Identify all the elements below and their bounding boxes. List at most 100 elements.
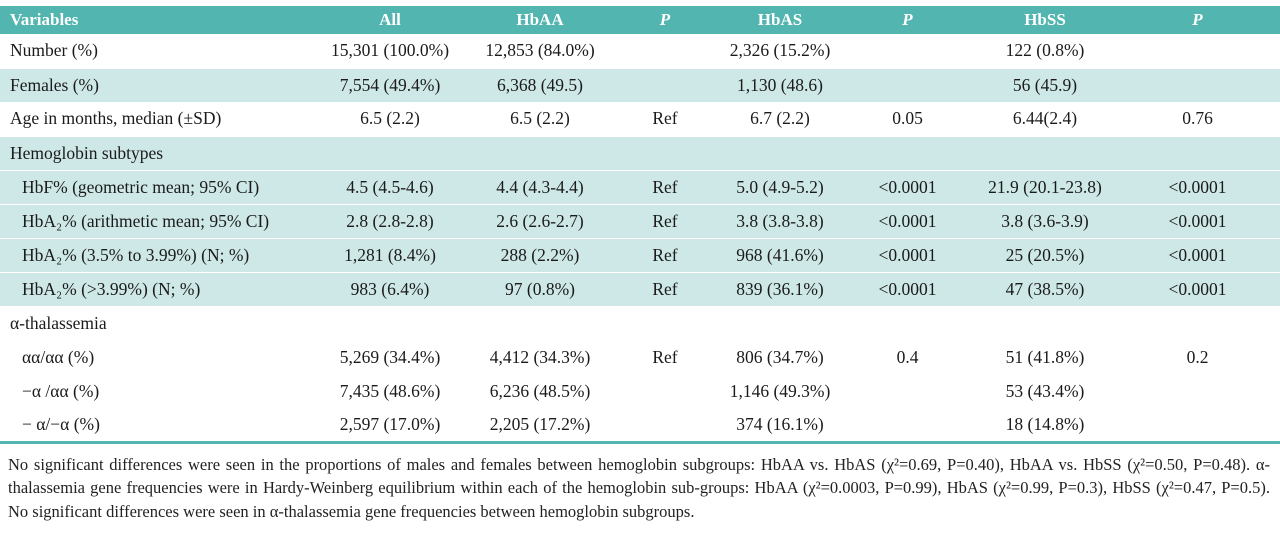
cell: Ref xyxy=(610,169,720,204)
row-label: Females (%) xyxy=(0,67,310,102)
cell: 21.9 (20.1-23.8) xyxy=(975,169,1115,204)
row-label: αα/αα (%) xyxy=(0,340,310,374)
cell: 47 (38.5%) xyxy=(975,271,1115,306)
cell: 0.2 xyxy=(1115,340,1280,374)
cell: <0.0001 xyxy=(840,271,975,306)
cell: <0.0001 xyxy=(840,237,975,272)
cell: 839 (36.1%) xyxy=(720,271,840,306)
cell: 2.8 (2.8-2.8) xyxy=(310,203,470,238)
cell: 6.7 (2.2) xyxy=(720,102,840,136)
cell: 0.76 xyxy=(1115,102,1280,136)
header-all: All xyxy=(310,6,470,34)
cell: 6.44(2.4) xyxy=(975,102,1115,136)
cell: 2.6 (2.6-2.7) xyxy=(470,203,610,238)
cell: 15,301 (100.0%) xyxy=(310,34,470,68)
cell: 7,554 (49.4%) xyxy=(310,67,470,102)
cell: 374 (16.1%) xyxy=(720,408,840,442)
cell: 2,205 (17.2%) xyxy=(470,408,610,442)
cell: 7,435 (48.6%) xyxy=(310,374,470,408)
cell: 983 (6.4%) xyxy=(310,271,470,306)
cell: 25 (20.5%) xyxy=(975,237,1115,272)
row-hba2-3-5-to-3-99: HbA₂% (3.5% to 3.99%) (N; %) 1,281 (8.4%… xyxy=(0,237,1280,272)
cell: 56 (45.9) xyxy=(975,67,1115,102)
cell: 18 (14.8%) xyxy=(975,408,1115,442)
row-minus-a-minus-a: − α/−α (%) 2,597 (17.0%) 2,205 (17.2%) 3… xyxy=(0,408,1280,442)
header-p-hbas: P xyxy=(840,6,975,34)
cell xyxy=(840,374,975,408)
cell: 122 (0.8%) xyxy=(975,34,1115,68)
cell: 968 (41.6%) xyxy=(720,237,840,272)
cell: 6,236 (48.5%) xyxy=(470,374,610,408)
cell: 4.5 (4.5-4.6) xyxy=(310,169,470,204)
row-aa-aa: αα/αα (%) 5,269 (34.4%) 4,412 (34.3%) Re… xyxy=(0,340,1280,374)
cell xyxy=(1115,34,1280,68)
row-label: HbA₂% (3.5% to 3.99%) (N; %) xyxy=(0,237,310,272)
header-p-hbss: P xyxy=(1115,6,1280,34)
cell: Ref xyxy=(610,102,720,136)
cell: 2,597 (17.0%) xyxy=(310,408,470,442)
section-label: α-thalassemia xyxy=(0,306,1280,340)
cell: 4,412 (34.3%) xyxy=(470,340,610,374)
cell: 3.8 (3.8-3.8) xyxy=(720,203,840,238)
cell: <0.0001 xyxy=(1115,271,1280,306)
cell: 12,853 (84.0%) xyxy=(470,34,610,68)
row-hbf: HbF% (geometric mean; 95% CI) 4.5 (4.5-4… xyxy=(0,169,1280,204)
table-header-row: Variables All HbAA P HbAS P HbSS P xyxy=(0,6,1280,34)
row-label: HbA₂% (>3.99%) (N; %) xyxy=(0,271,310,306)
row-label: − α/−α (%) xyxy=(0,408,310,442)
cell: Ref xyxy=(610,340,720,374)
cell: 3.8 (3.6-3.9) xyxy=(975,203,1115,238)
cell: 2,326 (15.2%) xyxy=(720,34,840,68)
cell xyxy=(1115,408,1280,442)
header-variables: Variables xyxy=(0,6,310,34)
row-hba2-gt-3-99: HbA₂% (>3.99%) (N; %) 983 (6.4%) 97 (0.8… xyxy=(0,271,1280,306)
cell: 1,130 (48.6) xyxy=(720,67,840,102)
cell xyxy=(610,34,720,68)
row-label: Number (%) xyxy=(0,34,310,68)
cell: <0.0001 xyxy=(1115,237,1280,272)
cell: <0.0001 xyxy=(840,169,975,204)
row-age-months: Age in months, median (±SD) 6.5 (2.2) 6.… xyxy=(0,102,1280,136)
cell: 97 (0.8%) xyxy=(470,271,610,306)
cell: 1,146 (49.3%) xyxy=(720,374,840,408)
cell: 0.4 xyxy=(840,340,975,374)
cell xyxy=(840,408,975,442)
cell: <0.0001 xyxy=(1115,203,1280,238)
cell: 5.0 (4.9-5.2) xyxy=(720,169,840,204)
hemoglobin-subgroups-table: Variables All HbAA P HbAS P HbSS P Numbe… xyxy=(0,6,1280,444)
cell xyxy=(1115,374,1280,408)
cell xyxy=(610,374,720,408)
section-label: Hemoglobin subtypes xyxy=(0,135,1280,170)
cell xyxy=(1115,67,1280,102)
cell: 4.4 (4.3-4.4) xyxy=(470,169,610,204)
row-label: −α /αα (%) xyxy=(0,374,310,408)
cell: <0.0001 xyxy=(840,203,975,238)
section-row-alpha-thalassemia: α-thalassemia xyxy=(0,306,1280,340)
cell xyxy=(610,408,720,442)
row-hba2-mean: HbA₂% (arithmetic mean; 95% CI) 2.8 (2.8… xyxy=(0,203,1280,238)
cell: 806 (34.7%) xyxy=(720,340,840,374)
cell xyxy=(610,67,720,102)
cell: 53 (43.4%) xyxy=(975,374,1115,408)
cell: 51 (41.8%) xyxy=(975,340,1115,374)
cell: 5,269 (34.4%) xyxy=(310,340,470,374)
cell: Ref xyxy=(610,271,720,306)
header-p-hbaa: P xyxy=(610,6,720,34)
cell: 6,368 (49.5) xyxy=(470,67,610,102)
section-row-hemoglobin-subtypes: Hemoglobin subtypes xyxy=(0,135,1280,170)
row-label: HbA₂% (arithmetic mean; 95% CI) xyxy=(0,203,310,238)
row-label: Age in months, median (±SD) xyxy=(0,102,310,136)
header-hbss: HbSS xyxy=(975,6,1115,34)
header-hbas: HbAS xyxy=(720,6,840,34)
cell: 6.5 (2.2) xyxy=(470,102,610,136)
cell: Ref xyxy=(610,237,720,272)
cell: <0.0001 xyxy=(1115,169,1280,204)
cell xyxy=(840,67,975,102)
row-females: Females (%) 7,554 (49.4%) 6,368 (49.5) 1… xyxy=(0,67,1280,102)
cell: Ref xyxy=(610,203,720,238)
table-footnote: No significant differences were seen in … xyxy=(8,454,1270,522)
cell: 1,281 (8.4%) xyxy=(310,237,470,272)
cell: 288 (2.2%) xyxy=(470,237,610,272)
row-number: Number (%) 15,301 (100.0%) 12,853 (84.0%… xyxy=(0,34,1280,68)
row-minus-a-aa: −α /αα (%) 7,435 (48.6%) 6,236 (48.5%) 1… xyxy=(0,374,1280,408)
